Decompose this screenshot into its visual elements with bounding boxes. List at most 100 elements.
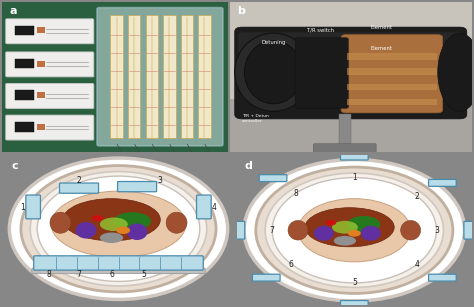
Bar (37, 27, 45, 33)
FancyBboxPatch shape (428, 274, 456, 281)
Ellipse shape (9, 158, 228, 299)
Text: 6: 6 (289, 260, 294, 269)
Bar (15, 25, 34, 35)
Bar (15, 59, 34, 68)
FancyBboxPatch shape (6, 52, 93, 77)
FancyBboxPatch shape (7, 53, 95, 77)
Text: 7: 7 (270, 226, 274, 235)
Ellipse shape (21, 165, 216, 292)
FancyBboxPatch shape (340, 301, 368, 307)
Bar (15, 122, 34, 132)
Ellipse shape (92, 215, 103, 221)
Bar (146, 15, 158, 138)
FancyBboxPatch shape (464, 221, 474, 239)
Text: Element: Element (370, 46, 392, 51)
Ellipse shape (114, 212, 151, 230)
Text: 3: 3 (434, 226, 439, 235)
Ellipse shape (314, 226, 334, 241)
Text: Detuning: Detuning (261, 40, 286, 45)
Bar (37, 92, 45, 98)
FancyBboxPatch shape (97, 8, 223, 146)
FancyBboxPatch shape (6, 115, 93, 140)
Ellipse shape (100, 217, 128, 231)
Text: c: c (12, 161, 18, 171)
Text: 5: 5 (142, 270, 146, 279)
Text: 1: 1 (20, 203, 25, 212)
Text: 2: 2 (77, 176, 82, 185)
Bar (347, 99, 437, 105)
Ellipse shape (116, 227, 130, 234)
Ellipse shape (235, 33, 312, 111)
Ellipse shape (401, 220, 420, 240)
Text: 3: 3 (158, 176, 163, 185)
Bar (163, 15, 175, 138)
Bar (230, 99, 472, 152)
FancyBboxPatch shape (6, 19, 93, 44)
Ellipse shape (361, 226, 381, 241)
Text: Element: Element (370, 25, 392, 29)
Ellipse shape (288, 220, 308, 240)
Ellipse shape (30, 172, 207, 286)
FancyBboxPatch shape (6, 84, 93, 108)
FancyBboxPatch shape (60, 183, 99, 193)
Bar (347, 53, 437, 60)
Text: 4: 4 (211, 203, 216, 212)
FancyBboxPatch shape (428, 179, 456, 186)
Ellipse shape (438, 33, 474, 111)
FancyBboxPatch shape (259, 175, 287, 181)
Circle shape (265, 173, 444, 287)
Circle shape (272, 177, 437, 283)
Bar (347, 84, 437, 90)
Ellipse shape (51, 191, 186, 257)
FancyBboxPatch shape (295, 38, 348, 108)
Text: 8: 8 (46, 270, 51, 279)
FancyBboxPatch shape (234, 221, 245, 239)
Ellipse shape (166, 212, 187, 233)
Text: 6: 6 (109, 270, 114, 279)
Ellipse shape (298, 199, 410, 262)
Ellipse shape (63, 199, 160, 241)
Ellipse shape (37, 176, 200, 282)
Text: 2: 2 (415, 192, 419, 201)
Ellipse shape (332, 221, 358, 234)
Ellipse shape (127, 223, 147, 240)
FancyBboxPatch shape (7, 20, 95, 45)
Text: d: d (244, 161, 252, 171)
Bar (37, 124, 45, 130)
Text: T/R + Detun
controller: T/R + Detun controller (242, 114, 269, 123)
FancyBboxPatch shape (118, 181, 156, 192)
FancyBboxPatch shape (313, 144, 376, 153)
Ellipse shape (75, 222, 96, 239)
Text: 1: 1 (352, 173, 357, 182)
Text: a: a (9, 6, 17, 16)
Bar (110, 15, 123, 138)
Text: T/R switch: T/R switch (307, 28, 334, 33)
FancyBboxPatch shape (7, 84, 95, 109)
Bar (37, 60, 45, 67)
Text: b: b (237, 6, 245, 16)
Bar (338, 115, 351, 152)
Ellipse shape (50, 212, 71, 233)
FancyBboxPatch shape (197, 195, 211, 219)
FancyBboxPatch shape (235, 27, 467, 119)
Bar (181, 15, 193, 138)
FancyBboxPatch shape (252, 274, 280, 281)
Circle shape (244, 160, 465, 301)
FancyBboxPatch shape (340, 153, 368, 160)
Bar (198, 15, 210, 138)
Ellipse shape (326, 220, 336, 226)
Ellipse shape (347, 216, 380, 232)
Bar (347, 68, 437, 75)
Bar (15, 90, 34, 100)
Text: 5: 5 (352, 278, 357, 287)
Ellipse shape (334, 236, 356, 246)
Text: 7: 7 (77, 270, 82, 279)
Ellipse shape (245, 41, 302, 104)
FancyBboxPatch shape (34, 256, 203, 270)
Bar (128, 15, 140, 138)
Ellipse shape (348, 230, 361, 237)
Ellipse shape (100, 232, 123, 243)
FancyBboxPatch shape (341, 35, 443, 113)
Text: 8: 8 (294, 188, 299, 197)
Ellipse shape (305, 208, 394, 247)
